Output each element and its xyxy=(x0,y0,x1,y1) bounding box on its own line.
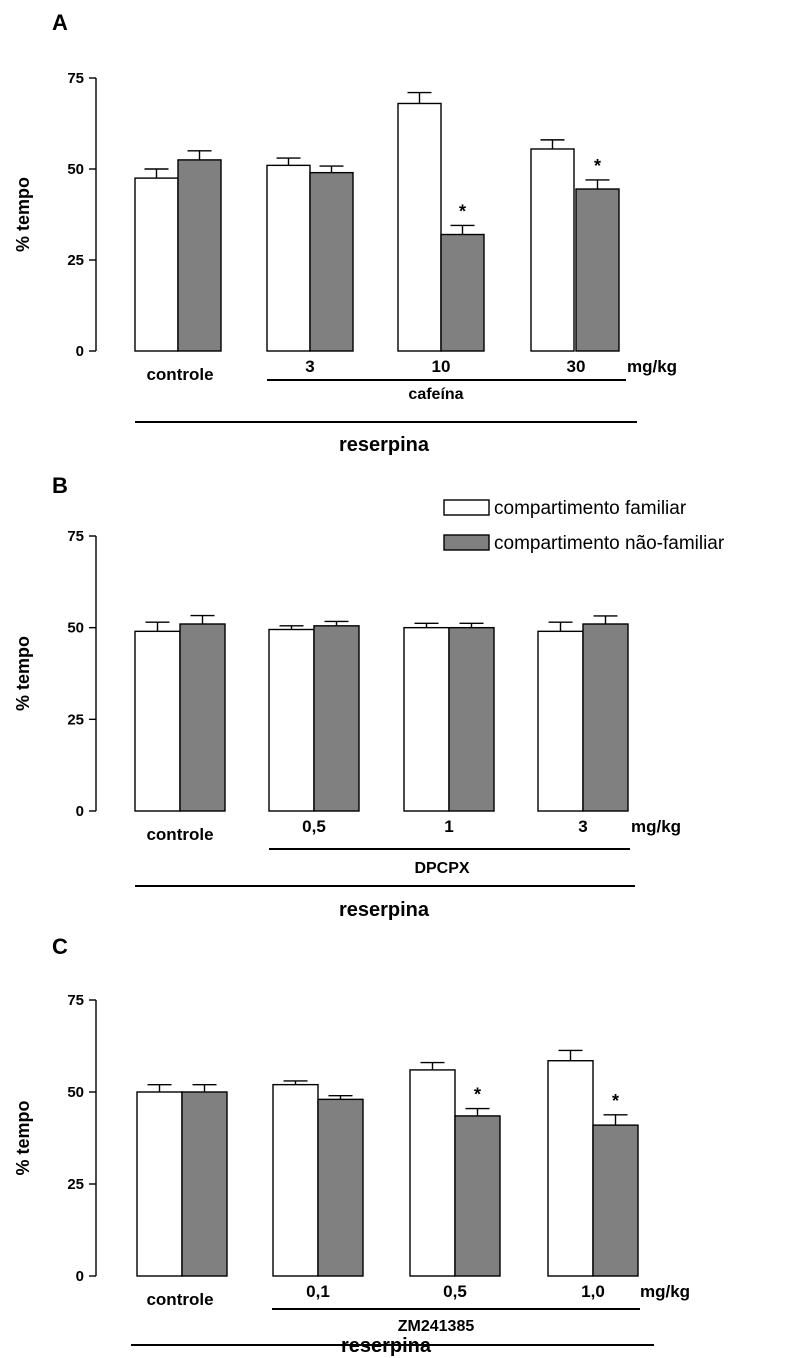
significance-marker: * xyxy=(594,156,601,176)
significance-marker: * xyxy=(459,201,466,221)
category-label: controle xyxy=(146,365,213,384)
category-label: 0,1 xyxy=(306,1282,330,1301)
bar-familiar xyxy=(537,630,584,812)
category-label: controle xyxy=(146,1290,213,1309)
drug-label: DPCPX xyxy=(414,860,469,877)
y-axis-label: % tempo xyxy=(13,177,33,252)
legend-label: compartimento familiar xyxy=(494,498,687,519)
bar-nao-familiar xyxy=(317,1098,364,1277)
category-label: 3 xyxy=(578,817,587,836)
bar-nao-familiar xyxy=(575,188,620,352)
bar-nao-familiar xyxy=(177,159,222,352)
bar-familiar xyxy=(272,1083,319,1277)
legend-label: compartimento não-familiar xyxy=(494,533,725,554)
legend-swatch-nao-familiar xyxy=(443,534,490,551)
bar-familiar xyxy=(268,628,315,812)
category-label: 0,5 xyxy=(302,817,326,836)
bar-familiar xyxy=(134,630,181,812)
bar-familiar xyxy=(134,177,179,352)
bar-familiar xyxy=(403,626,450,812)
bar-nao-familiar xyxy=(582,623,629,812)
unit-label: mg/kg xyxy=(631,817,681,836)
y-tick-label: 25 xyxy=(67,252,84,269)
bar-familiar xyxy=(547,1060,594,1277)
bar-nao-familiar xyxy=(448,626,495,812)
panel-a: A 0 25 50 75 % tempo controle 3 * 10 * 30 mg/kg cafeí… xyxy=(13,10,677,456)
y-tick-label: 75 xyxy=(67,992,84,1009)
category-label: 1 xyxy=(444,817,453,836)
panel-letter: B xyxy=(52,473,68,498)
bar-nao-familiar xyxy=(179,623,226,812)
y-tick-label: 75 xyxy=(67,528,84,545)
bar-nao-familiar xyxy=(440,233,485,352)
panel-b: B 0 25 50 75 % tempo controle 0,5 1 3 mg/kg DPCPX re… xyxy=(13,473,681,921)
y-tick-label: 50 xyxy=(67,161,84,178)
y-tick-label: 50 xyxy=(67,620,84,637)
y-axis-label: % tempo xyxy=(13,1100,33,1175)
bar-familiar xyxy=(409,1069,456,1277)
bar-familiar xyxy=(530,148,575,352)
significance-marker: * xyxy=(474,1085,481,1105)
legend-swatch-familiar xyxy=(443,499,490,516)
bar-nao-familiar xyxy=(181,1091,228,1277)
bar-nao-familiar xyxy=(454,1115,501,1277)
y-tick-label: 0 xyxy=(76,343,84,360)
pretreatment-label: reserpina xyxy=(339,899,430,921)
y-tick-label: 25 xyxy=(67,711,84,728)
panel-letter: A xyxy=(52,10,68,35)
y-tick-label: 25 xyxy=(67,1176,84,1193)
category-label: 1,0 xyxy=(581,1282,605,1301)
y-tick-label: 50 xyxy=(67,1084,84,1101)
y-tick-label: 75 xyxy=(67,70,84,87)
category-label: 30 xyxy=(567,357,586,376)
pretreatment-label: reserpina xyxy=(339,434,430,456)
category-label: controle xyxy=(146,825,213,844)
bar-nao-familiar xyxy=(309,171,354,352)
y-axis-label: % tempo xyxy=(13,636,33,711)
significance-marker: * xyxy=(612,1091,619,1111)
unit-label: mg/kg xyxy=(627,357,677,376)
category-label: 10 xyxy=(432,357,451,376)
unit-label: mg/kg xyxy=(640,1282,690,1301)
drug-label: cafeína xyxy=(408,386,463,403)
panel-c: C 0 25 50 75 % tempo controle 0,1 * 0,5 * 1,0 mg/kg Z… xyxy=(13,934,690,1357)
bar-familiar xyxy=(136,1091,183,1277)
bar-familiar xyxy=(397,102,442,352)
panel-letter: C xyxy=(52,934,68,959)
legend: compartimento familiar compartimento não-… xyxy=(443,498,725,554)
category-label: 3 xyxy=(305,357,314,376)
bar-nao-familiar xyxy=(592,1124,639,1277)
bar-familiar xyxy=(266,164,311,352)
pretreatment-label: reserpina xyxy=(341,1335,432,1357)
y-tick-label: 0 xyxy=(76,1268,84,1285)
y-tick-label: 0 xyxy=(76,803,84,820)
bar-nao-familiar xyxy=(313,625,360,812)
category-label: 0,5 xyxy=(443,1282,467,1301)
drug-label: ZM241385 xyxy=(398,1318,475,1335)
